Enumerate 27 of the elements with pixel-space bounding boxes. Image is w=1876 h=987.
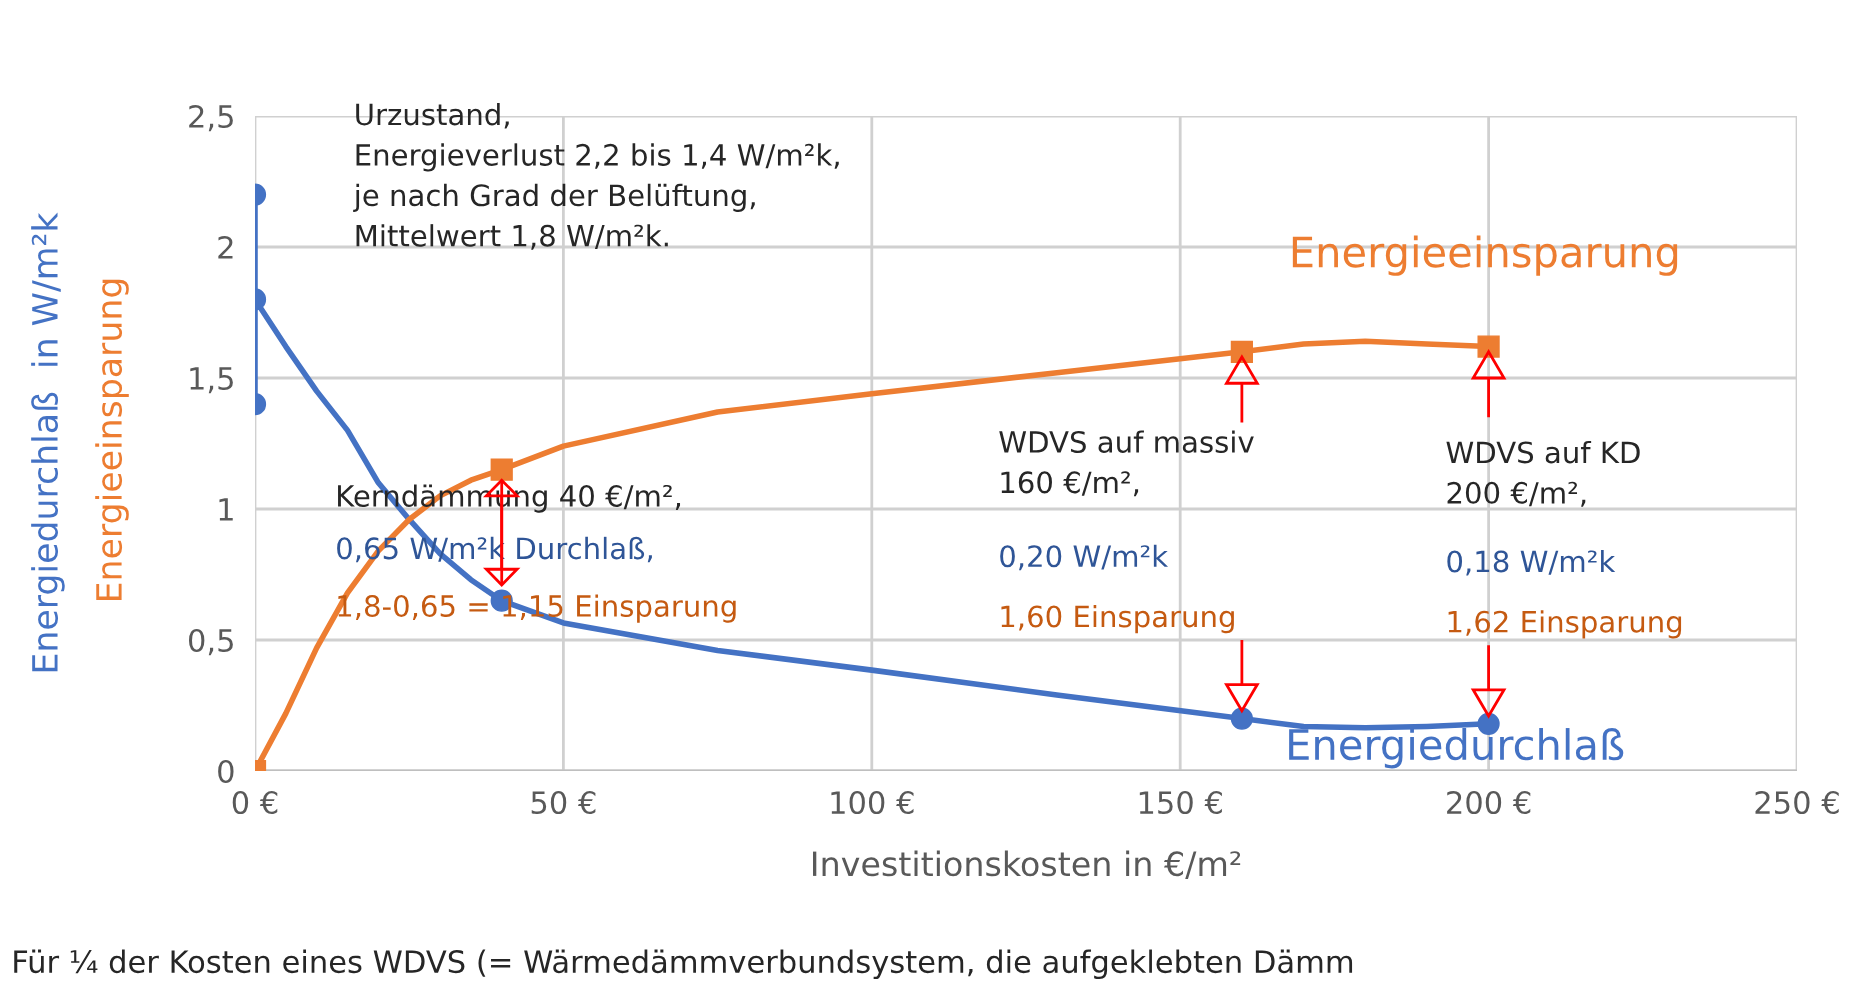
y-tick-label: 0,5 — [188, 628, 233, 656]
point — [1230, 340, 1253, 363]
annotation: WDVS auf KD 200 €/m², — [1446, 440, 1640, 507]
x-tick-label: 50 € — [531, 790, 596, 815]
y-tick-label: 0 — [218, 759, 234, 784]
x-tick-label: 200 € — [1447, 790, 1531, 815]
series-label: Energiedurchlaß — [1289, 728, 1624, 769]
annotation: 1,60 Einsparung — [1001, 604, 1234, 634]
annotation: Urzustand, Energieverlust 2,2 bis 1,4 W/m²k, je nach Grad der Belüftung, Mittelwert 1,8 W/m²k. — [353, 102, 839, 250]
text: Energieeinsparung — [95, 279, 129, 600]
point — [1477, 335, 1500, 358]
x-tick-label: 150 € — [1139, 790, 1222, 815]
series-label: Energieeinsparung — [1292, 235, 1678, 276]
text: Für ¼ der Kosten eines WDVS (= Wärmedämmverbundsystem, die aufgeklebten Dämm — [14, 949, 1353, 980]
annotation: 1,62 Einsparung — [1448, 610, 1682, 639]
x-axis-title: Investitionskosten in €/m² — [813, 850, 1241, 879]
y-tick-label: 2 — [218, 235, 233, 259]
x-tick-label: 0 € — [232, 790, 278, 815]
y-axis-title: Energiedurchlaß in W/m²k — [31, 212, 65, 672]
x-tick-label: 100 € — [831, 790, 914, 815]
annotation: 0,18 W/m²k — [1447, 549, 1616, 576]
annotation: 0,20 W/m²k — [1000, 544, 1169, 571]
y-tick-label: 1,5 — [190, 367, 233, 394]
y-tick-label: 2,5 — [189, 104, 233, 132]
annotation: WDVS auf massiv 160 €/m², — [999, 430, 1254, 497]
y-tick-label: 1 — [219, 498, 233, 521]
x-tick-label: 250 € — [1755, 790, 1839, 815]
